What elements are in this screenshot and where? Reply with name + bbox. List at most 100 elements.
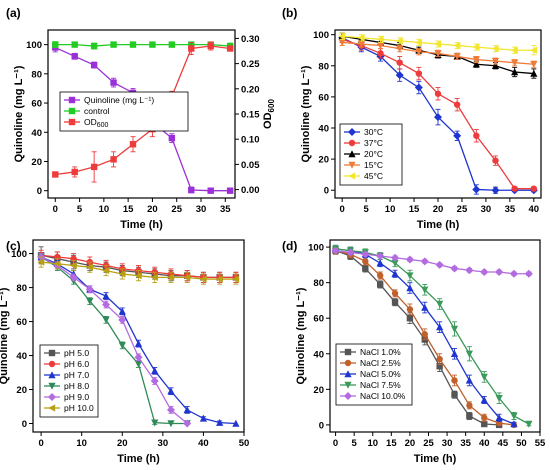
data-point bbox=[102, 292, 110, 300]
y-axis-title: Quinoline (mg L⁻¹) bbox=[300, 65, 312, 162]
data-point bbox=[495, 413, 503, 421]
series-line bbox=[40, 256, 188, 425]
data-point bbox=[166, 405, 175, 414]
x-tick-label: 35 bbox=[460, 438, 471, 449]
series-5 bbox=[37, 252, 192, 428]
data-point bbox=[338, 32, 346, 40]
x-tick-label: 30 bbox=[442, 438, 453, 449]
data-point bbox=[37, 258, 45, 266]
data-point bbox=[530, 69, 538, 77]
y-tick-label: 100 bbox=[11, 249, 27, 260]
data-point bbox=[357, 40, 365, 48]
x-tick-label: 40 bbox=[479, 438, 490, 449]
data-point bbox=[167, 420, 175, 428]
x-tick-label: 20 bbox=[147, 204, 158, 215]
data-point bbox=[436, 323, 444, 331]
legend-label: pH 6.0 bbox=[64, 359, 89, 369]
data-point bbox=[86, 297, 94, 305]
data-point bbox=[453, 131, 462, 140]
legend: NaCl 1.0%NaCl 2.5%NaCl 5.0%NaCl 7.5%NaCl… bbox=[335, 343, 413, 406]
x-tick-label: 55 bbox=[535, 438, 546, 449]
legend-item: NaCl 2.5% bbox=[340, 358, 401, 368]
data-point bbox=[376, 42, 385, 50]
x-tick-label: 15 bbox=[409, 204, 420, 215]
data-point bbox=[71, 168, 78, 176]
data-point bbox=[530, 61, 538, 69]
data-point bbox=[453, 101, 461, 108]
data-point bbox=[199, 414, 208, 422]
y-tick-label: 60 bbox=[318, 92, 329, 103]
legend-marker bbox=[344, 381, 352, 389]
x-tick-label: 30 bbox=[158, 438, 169, 449]
data-point bbox=[472, 185, 481, 194]
data-point bbox=[361, 250, 370, 259]
panel-label: (d) bbox=[282, 239, 297, 253]
legend-label: 20°C bbox=[364, 149, 383, 159]
data-point bbox=[71, 53, 78, 60]
y2-tick-label: 0.25 bbox=[241, 59, 260, 70]
legend-item: NaCl 1.0% bbox=[340, 347, 401, 357]
legend-marker bbox=[344, 348, 352, 356]
legend-item: pH 8.0 bbox=[44, 381, 89, 391]
x-tick-label: 25 bbox=[171, 204, 182, 215]
data-point bbox=[524, 269, 533, 278]
x-tick-label: 35 bbox=[220, 204, 231, 215]
x-tick-label: 5 bbox=[77, 204, 83, 215]
data-point bbox=[71, 41, 78, 48]
data-point bbox=[90, 61, 98, 69]
data-point bbox=[396, 45, 404, 53]
data-point bbox=[421, 331, 428, 338]
data-point bbox=[376, 252, 385, 260]
y-tick-label: 40 bbox=[31, 128, 42, 139]
data-point bbox=[465, 266, 474, 275]
data-point bbox=[492, 157, 499, 164]
legend-item: pH 7.0 bbox=[44, 370, 89, 380]
data-point bbox=[472, 43, 480, 51]
x-tick-label: 20 bbox=[117, 438, 128, 449]
legend-item: pH 6.0 bbox=[44, 359, 89, 369]
legend-item: 37°C bbox=[344, 138, 383, 148]
data-point bbox=[151, 419, 159, 427]
data-point bbox=[376, 259, 384, 267]
legend-item: pH 9.0 bbox=[44, 392, 89, 402]
y2-tick-label: 0.10 bbox=[241, 135, 260, 146]
data-point bbox=[183, 406, 191, 414]
legend-label: NaCl 2.5% bbox=[360, 358, 401, 368]
data-point bbox=[480, 396, 488, 404]
y-tick-label: 20 bbox=[16, 385, 27, 396]
data-point bbox=[338, 39, 346, 47]
data-point bbox=[86, 263, 94, 271]
data-point bbox=[53, 260, 61, 268]
legend-label: 37°C bbox=[364, 138, 383, 148]
data-point bbox=[491, 45, 499, 53]
data-point bbox=[118, 315, 127, 324]
data-point bbox=[102, 316, 110, 324]
data-point bbox=[391, 290, 399, 297]
legend-box bbox=[59, 91, 189, 132]
legend-label: 15°C bbox=[364, 160, 383, 170]
legend-marker bbox=[344, 359, 352, 367]
data-point bbox=[376, 272, 384, 279]
x-axis-title: Time (h) bbox=[120, 219, 163, 231]
data-point bbox=[362, 258, 369, 265]
y2-tick-label: 0.30 bbox=[241, 34, 260, 45]
data-point bbox=[232, 419, 240, 427]
data-point bbox=[396, 59, 403, 66]
x-axis-title: Time (h) bbox=[417, 219, 460, 231]
y-tick-label: 100 bbox=[26, 40, 42, 51]
series-line bbox=[55, 43, 231, 47]
x-tick-label: 20 bbox=[405, 438, 416, 449]
data-point bbox=[391, 269, 399, 277]
legend-label: 45°C bbox=[364, 171, 383, 181]
y2-axis-title: OD600 bbox=[262, 99, 276, 129]
data-point bbox=[450, 349, 459, 357]
data-point bbox=[149, 41, 156, 48]
data-point bbox=[472, 60, 480, 68]
data-point bbox=[495, 395, 503, 403]
data-point bbox=[510, 420, 518, 428]
x-tick-label: 5 bbox=[352, 438, 358, 449]
data-point bbox=[110, 41, 117, 48]
data-point bbox=[188, 45, 195, 52]
y-tick-label: 60 bbox=[313, 314, 324, 325]
data-point bbox=[510, 412, 518, 420]
